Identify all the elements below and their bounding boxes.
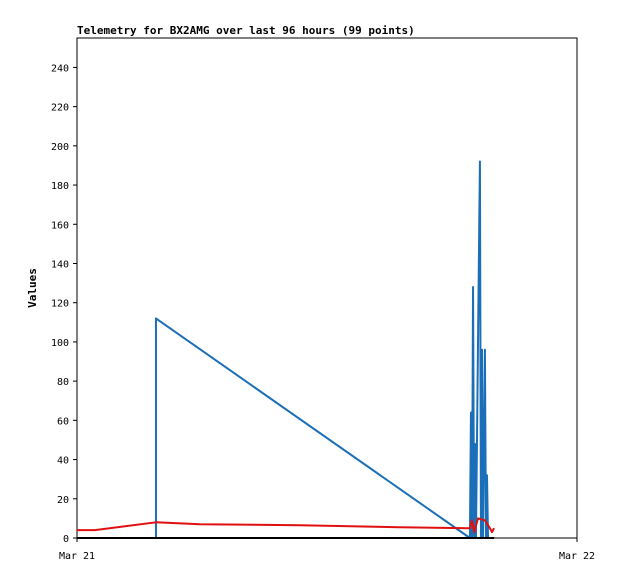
x-tick-label: Mar 21 (59, 551, 95, 562)
y-tick-label: 240 (51, 63, 69, 74)
y-tick-label: 100 (51, 338, 69, 349)
x-tick-label: Mar 22 (559, 551, 595, 562)
y-tick-label: 80 (57, 377, 69, 388)
y-tick-label: 220 (51, 103, 69, 114)
y-tick-label: 160 (51, 220, 69, 231)
y-axis-label: Values (26, 268, 39, 308)
y-tick-label: 180 (51, 181, 69, 192)
y-tick-label: 40 (57, 456, 69, 467)
y-tick-label: 0 (63, 534, 69, 545)
y-tick-label: 140 (51, 259, 69, 270)
y-tick-label: 120 (51, 299, 69, 310)
y-tick-label: 20 (57, 495, 69, 506)
data-line (77, 517, 495, 534)
y-tick-label: 200 (51, 142, 69, 153)
chart-title: Telemetry for BX2AMG over last 96 hours … (77, 24, 415, 37)
y-tick-label: 60 (57, 416, 69, 427)
